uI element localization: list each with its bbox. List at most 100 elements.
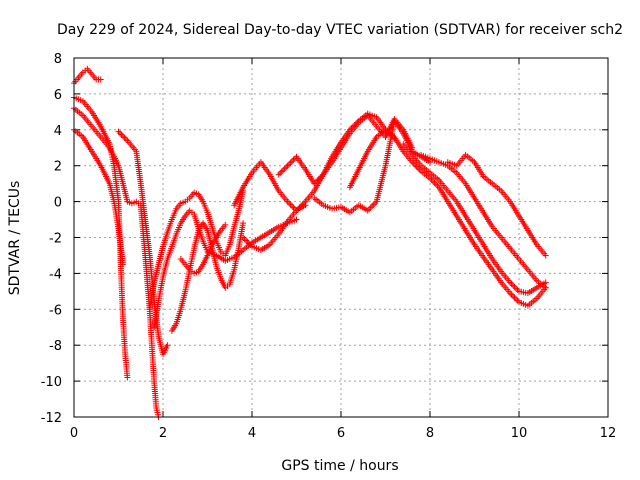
data-point — [370, 201, 377, 208]
data-point — [284, 162, 291, 169]
data-point — [290, 204, 297, 211]
data-points — [71, 65, 549, 420]
data-point — [247, 241, 254, 248]
data-point — [290, 156, 297, 163]
y-tick-label: 4 — [54, 124, 62, 139]
y-tick-label: -10 — [41, 375, 62, 390]
data-point — [284, 198, 291, 205]
y-tick-label: 6 — [54, 88, 62, 103]
data-point — [278, 168, 285, 175]
y-tick-label: 0 — [54, 196, 62, 211]
y-tick-label: 2 — [54, 160, 62, 175]
data-point — [287, 159, 294, 166]
data-point — [311, 180, 318, 187]
data-point — [542, 279, 549, 286]
data-point — [364, 207, 371, 214]
data-point — [124, 374, 131, 381]
data-point — [246, 240, 253, 247]
data-point — [244, 238, 251, 245]
data-point — [243, 237, 250, 244]
data-point — [511, 283, 518, 290]
data-point — [164, 342, 171, 349]
y-tick-label: -4 — [49, 267, 62, 282]
y-tick-label: -8 — [49, 339, 62, 354]
data-point — [277, 170, 284, 177]
data-point — [514, 286, 521, 293]
y-tick-label: -2 — [49, 232, 62, 247]
data-point — [286, 161, 293, 168]
data-point — [410, 160, 417, 167]
data-point — [293, 216, 300, 223]
x-tick-label: 12 — [600, 426, 617, 441]
data-point — [513, 296, 520, 303]
data-point — [118, 131, 125, 138]
data-point — [416, 166, 423, 173]
data-point — [427, 175, 433, 182]
chart-title: Day 229 of 2024, Sidereal Day-to-day VTE… — [57, 22, 623, 38]
data-point — [369, 203, 376, 210]
x-tick-label: 0 — [70, 426, 78, 441]
data-point — [508, 280, 515, 287]
data-point — [293, 207, 300, 214]
data-point — [432, 181, 439, 188]
y-axis-label: SDTVAR / TECUs — [7, 181, 23, 296]
data-point — [514, 297, 521, 304]
data-point — [280, 167, 287, 174]
data-point — [119, 261, 126, 268]
x-tick-label: 6 — [337, 426, 345, 441]
data-point — [542, 252, 549, 259]
data-point — [507, 290, 514, 297]
data-point — [119, 133, 126, 140]
data-point — [314, 177, 321, 184]
data-point — [312, 179, 319, 186]
y-tick-label: 8 — [54, 52, 62, 67]
data-point — [513, 285, 520, 292]
data-point — [281, 165, 288, 172]
data-point — [315, 176, 322, 183]
data-point — [116, 130, 123, 137]
data-point — [289, 203, 296, 210]
data-point — [294, 206, 301, 213]
y-tick-label: -12 — [41, 411, 62, 426]
data-point — [412, 162, 419, 169]
x-tick-label: 10 — [511, 426, 528, 441]
data-point — [542, 284, 549, 291]
data-point — [121, 134, 128, 141]
x-tick-label: 8 — [426, 426, 434, 441]
data-point — [300, 200, 307, 207]
data-point — [97, 76, 104, 83]
data-point — [409, 159, 416, 166]
data-point — [434, 182, 441, 189]
data-point — [318, 173, 325, 180]
data-point — [429, 178, 436, 185]
data-point — [289, 158, 296, 165]
data-point — [317, 174, 324, 181]
data-point — [431, 179, 438, 186]
data-point — [428, 176, 435, 183]
data-point — [275, 171, 282, 178]
data-point — [511, 294, 518, 301]
data-point — [296, 204, 303, 211]
data-point — [510, 282, 517, 289]
data-point — [115, 128, 122, 135]
grid-lines — [74, 58, 608, 417]
data-point — [372, 200, 379, 207]
y-tick-label: -6 — [49, 303, 62, 318]
plot-frame — [73, 57, 609, 418]
data-point — [240, 234, 247, 241]
axis-ticks: 0 2 4 6 8 10 12 -12 -10 -8 -6 -4 -2 0 2 4 6 8 — [41, 52, 617, 441]
data-point — [241, 235, 248, 242]
data-point — [508, 291, 515, 298]
data-point — [413, 163, 420, 170]
data-point — [366, 206, 373, 213]
data-point — [287, 201, 294, 208]
x-tick-label: 4 — [248, 426, 256, 441]
x-axis-label: GPS time / hours — [281, 458, 398, 474]
data-point — [510, 293, 517, 300]
data-point — [286, 200, 293, 207]
data-point — [367, 204, 374, 211]
data-point — [297, 203, 304, 210]
x-tick-label: 2 — [159, 426, 167, 441]
data-point — [283, 164, 290, 171]
